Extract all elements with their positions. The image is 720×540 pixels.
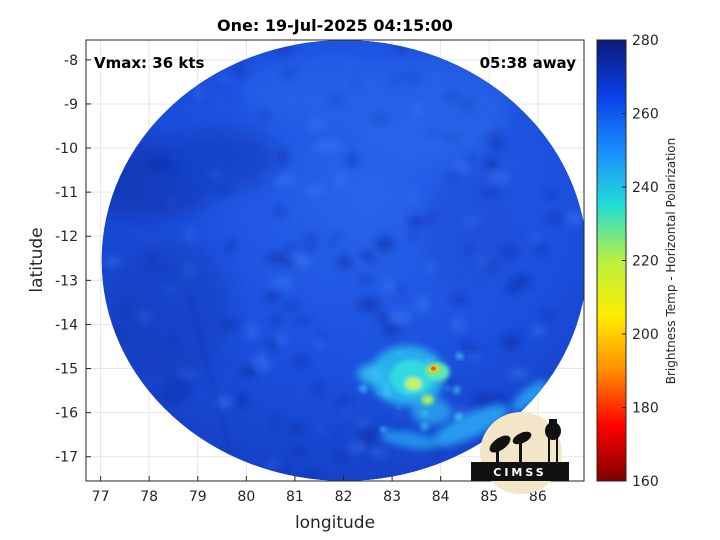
y-tick-label: -14 [55,317,78,333]
colorbar-tick-label: 180 [632,401,659,417]
x-tick-label: 77 [92,489,110,505]
cimss-logo: CIMSS [471,412,569,494]
y-axis-label: latitude [27,227,47,292]
colorbar-tick-label: 280 [632,33,659,49]
x-tick-label: 85 [480,489,498,505]
time-away-annotation: 05:38 away [480,54,577,72]
y-axis-ticks: -8 -9 -10 -11 -12 -13 -14 -15 -16 -17 [55,53,91,466]
plot-frame [85,39,585,482]
y-tick-label: -13 [55,273,78,289]
vmax-annotation: Vmax: 36 kts [94,54,204,72]
swath-imagery [101,40,584,481]
x-tick-label: 83 [383,489,401,505]
colorbar-tick-label: 200 [632,327,659,343]
swath-layer [101,40,584,481]
colorbar-tick-label: 160 [632,474,659,490]
x-tick-label: 86 [529,489,547,505]
chart-title: One: 19-Jul-2025 04:15:00 [217,16,453,35]
y-tick-label: -8 [64,53,78,69]
colorbar-label: Brightness Temp - Horizontal Polarizatio… [664,138,678,385]
x-tick-label: 79 [189,489,207,505]
y-tick-label: -17 [55,450,78,466]
convective-features [357,345,548,450]
y-tick-label: -9 [64,97,78,113]
x-tick-label: 78 [140,489,158,505]
y-tick-label: -10 [55,141,78,157]
colorbar-ticks: 280 260 240 220 200 180 160 [622,33,659,490]
colorbar-tick-label: 260 [632,107,659,123]
scan-seam [187,288,238,480]
x-tick-label: 80 [237,489,255,505]
y-tick-label: -11 [55,185,78,201]
colorbar-tick-label: 220 [632,254,659,270]
x-tick-label: 84 [432,489,450,505]
svg-text:CIMSS: CIMSS [493,466,546,479]
y-tick-label: -16 [55,406,78,422]
x-tick-label: 81 [286,489,304,505]
colorbar-tick-label: 240 [632,180,659,196]
x-axis-ticks: 77 78 79 80 81 82 83 84 85 86 [92,476,547,505]
colorbar-gradient [596,39,627,482]
y-tick-label: -12 [55,229,78,245]
x-tick-label: 82 [335,489,353,505]
x-axis-label: longitude [295,513,375,533]
colorbar: 280 260 240 220 200 180 160 Brightness Temp - … [596,33,678,490]
y-tick-label: -15 [55,362,78,378]
